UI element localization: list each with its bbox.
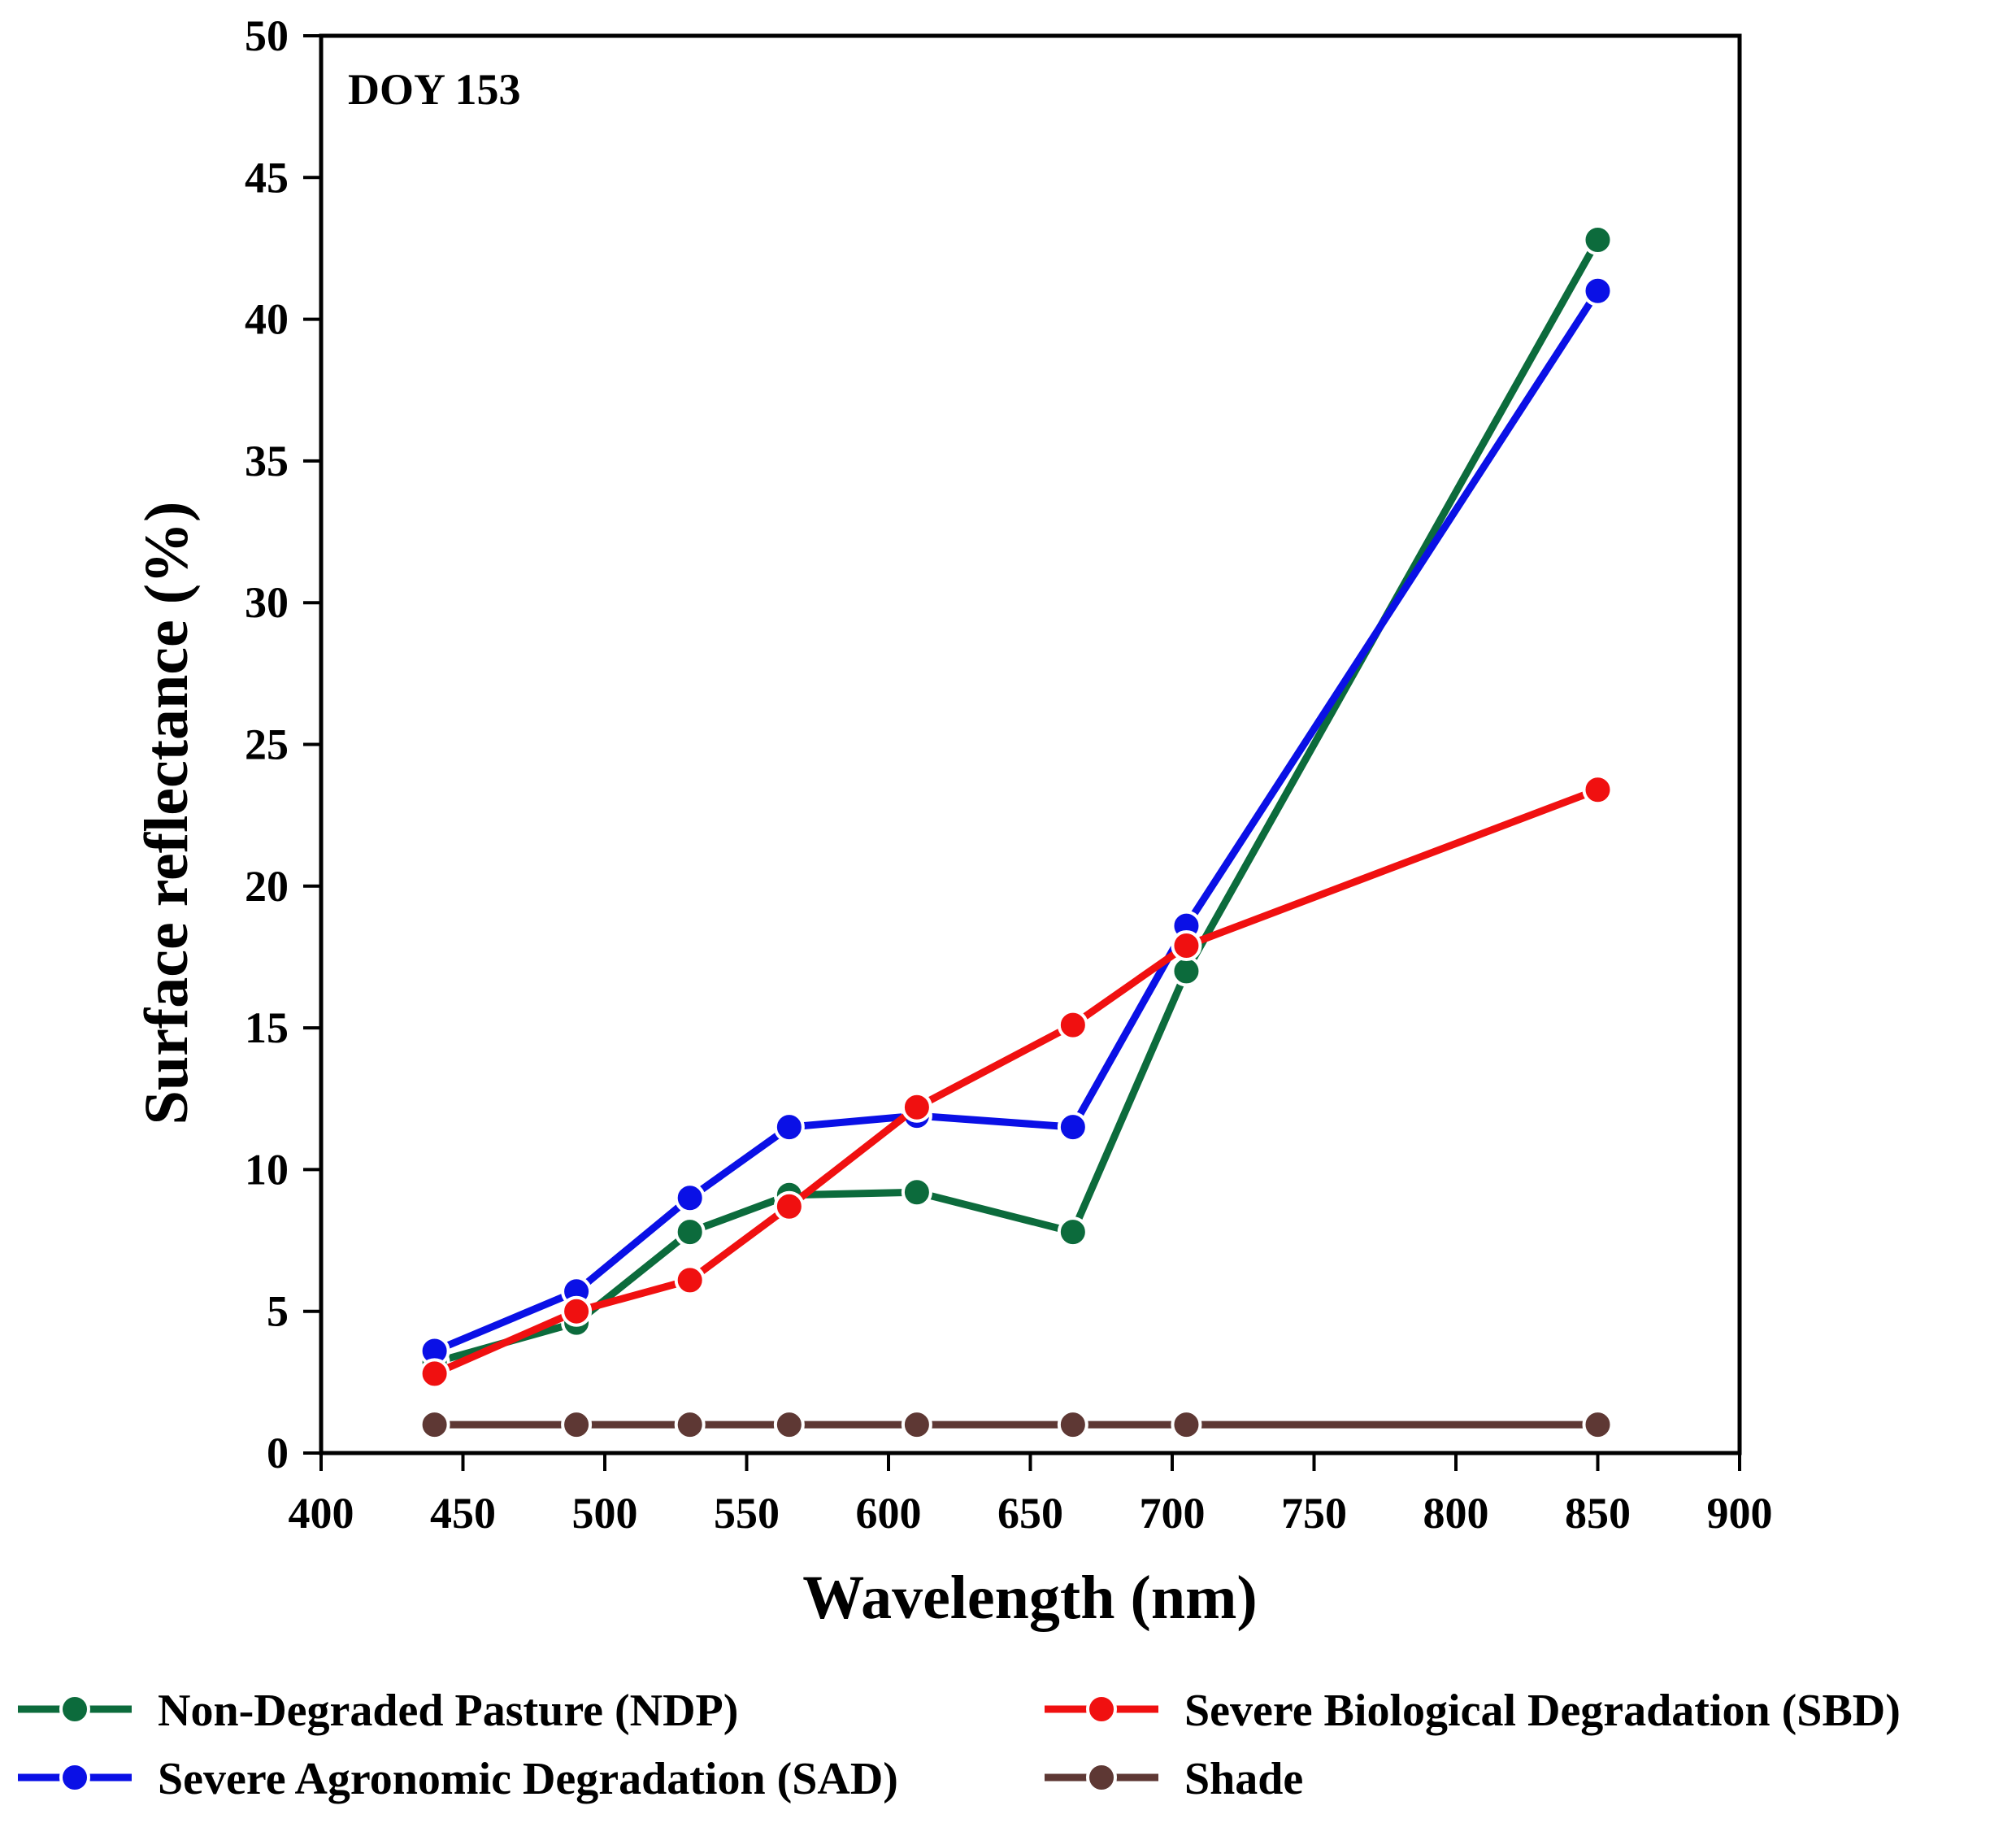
axes: 400 450 500 550 600 650 700 750 800 850 900 0 5 10 15 2… bbox=[245, 11, 1773, 1538]
data-marks bbox=[419, 224, 1614, 1441]
data-point bbox=[1057, 1409, 1088, 1441]
data-point bbox=[1171, 930, 1202, 962]
data-point bbox=[419, 1358, 450, 1390]
data-point bbox=[561, 1409, 593, 1441]
data-point bbox=[773, 1112, 805, 1143]
y-tick-label: 15 bbox=[245, 1003, 289, 1052]
data-point bbox=[561, 1295, 593, 1327]
data-point bbox=[1582, 774, 1614, 806]
series-line bbox=[432, 786, 1600, 1377]
data-point bbox=[419, 1409, 450, 1441]
data-point bbox=[901, 1091, 932, 1123]
legend-label: Severe Biological Degradation (SBD) bbox=[1184, 1686, 1901, 1736]
legend-swatch-marker bbox=[59, 1762, 90, 1793]
legend: Non-Degraded Pasture (NDP) Severe Agronom… bbox=[18, 1686, 1901, 1804]
data-point bbox=[773, 1409, 805, 1441]
x-tick-label: 650 bbox=[997, 1489, 1063, 1538]
y-tick-label: 25 bbox=[245, 720, 289, 769]
x-tick-label: 750 bbox=[1281, 1489, 1347, 1538]
y-tick-label: 35 bbox=[245, 437, 289, 485]
y-axis-title: Surface reflectance (%) bbox=[133, 502, 201, 1125]
y-tick-label: 30 bbox=[245, 578, 289, 627]
x-tick-label: 500 bbox=[572, 1489, 638, 1538]
data-point bbox=[1171, 1409, 1202, 1441]
legend-label: Severe Agronomic Degradation (SAD) bbox=[158, 1754, 898, 1804]
y-tick-label: 50 bbox=[245, 11, 289, 60]
plot-frame bbox=[319, 33, 1742, 1455]
x-tick-label: 800 bbox=[1423, 1489, 1489, 1538]
data-point bbox=[1582, 224, 1614, 255]
doy-annotation: DOY 153 bbox=[348, 65, 521, 114]
x-tick-label: 450 bbox=[430, 1489, 496, 1538]
x-tick-label: 550 bbox=[714, 1489, 780, 1538]
series-line bbox=[433, 237, 1601, 1366]
data-point bbox=[901, 1177, 932, 1208]
y-tick-label: 10 bbox=[245, 1145, 289, 1194]
y-tick-label: 5 bbox=[267, 1287, 289, 1336]
legend-label: Non-Degraded Pasture (NDP) bbox=[158, 1686, 738, 1736]
legend-label: Shade bbox=[1184, 1754, 1303, 1804]
data-point bbox=[1171, 955, 1202, 987]
data-point bbox=[1582, 275, 1614, 307]
data-point bbox=[1057, 1216, 1088, 1248]
data-point bbox=[1582, 1409, 1614, 1441]
data-point bbox=[674, 1264, 706, 1296]
x-tick-label: 400 bbox=[289, 1489, 354, 1538]
y-tick-label: 40 bbox=[245, 295, 289, 344]
data-point bbox=[1057, 1112, 1088, 1143]
x-tick-label: 700 bbox=[1140, 1489, 1206, 1538]
y-tick-label: 20 bbox=[245, 862, 289, 911]
data-point bbox=[674, 1409, 706, 1441]
data-point bbox=[674, 1182, 706, 1214]
y-tick-label: 45 bbox=[245, 153, 289, 202]
data-point bbox=[773, 1190, 805, 1222]
y-tick-label: 0 bbox=[267, 1429, 289, 1477]
data-point bbox=[1057, 1009, 1088, 1041]
x-axis-title: Wavelength (nm) bbox=[802, 1564, 1257, 1632]
data-point bbox=[901, 1409, 932, 1441]
legend-swatch-marker bbox=[1086, 1762, 1117, 1793]
legend-swatch-marker bbox=[59, 1694, 90, 1725]
data-point bbox=[674, 1216, 706, 1248]
series-line bbox=[432, 289, 1601, 1355]
x-tick-label: 600 bbox=[856, 1489, 922, 1538]
x-tick-label: 850 bbox=[1565, 1489, 1631, 1538]
x-tick-label: 900 bbox=[1707, 1489, 1773, 1538]
legend-swatch-marker bbox=[1086, 1694, 1117, 1725]
